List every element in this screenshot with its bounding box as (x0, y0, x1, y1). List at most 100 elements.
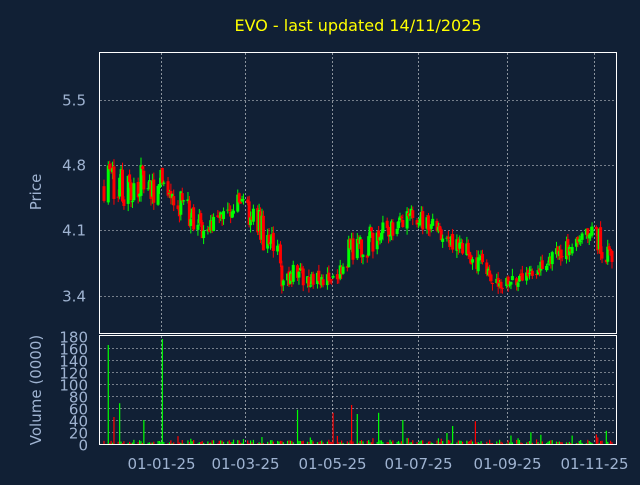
candle-body (426, 215, 430, 230)
volume-bar (430, 442, 432, 444)
volume-bar (558, 441, 560, 444)
volume-bar (469, 441, 471, 444)
volume-bar (528, 441, 531, 444)
candle-body (180, 193, 184, 201)
volume-bar (409, 442, 411, 444)
volume-bar (517, 438, 519, 444)
volume-bar (201, 441, 203, 444)
volume-bar (331, 442, 333, 444)
candle-body (508, 284, 512, 286)
volume-bar (460, 440, 462, 444)
date-tick-label: 01-03-25 (211, 455, 279, 473)
candle-body (429, 224, 433, 229)
volume-bar (476, 442, 478, 444)
volume-bar (588, 441, 590, 444)
volume-bar (131, 442, 134, 444)
candle-body (550, 252, 554, 265)
volume-bar (292, 442, 294, 444)
candle-body (128, 174, 132, 183)
volume-bar (497, 442, 499, 444)
candle-body (237, 193, 241, 203)
volume-bar (271, 440, 273, 444)
volume-bar (496, 441, 498, 444)
candle-body (162, 182, 166, 184)
candle-body (421, 211, 425, 230)
volume-bar (168, 442, 171, 444)
volume-bar (420, 440, 422, 444)
candle-body (496, 277, 500, 287)
volume-bar (289, 440, 292, 444)
candle-body (546, 263, 550, 265)
volume-bar (571, 435, 573, 444)
volume-bar (350, 405, 353, 444)
volume-bar (103, 440, 105, 444)
candle-body (116, 196, 120, 198)
candle-body (361, 254, 365, 258)
candle-body (371, 232, 375, 252)
candle-body (388, 234, 392, 237)
volume-bar (322, 442, 324, 444)
volume-bar (210, 442, 212, 444)
volume-bar (141, 442, 144, 444)
volume-bar (607, 441, 609, 444)
volume-bar (113, 417, 115, 444)
candle-body (331, 276, 335, 278)
candle-body (368, 226, 372, 238)
volume-bar (311, 439, 313, 444)
volume-tick-label: 20 (69, 425, 88, 443)
volume-bar (427, 441, 430, 444)
candle-body (594, 226, 598, 230)
volume-bar (231, 442, 233, 444)
volume-bar (578, 440, 580, 444)
candle-body (556, 246, 560, 255)
candle-body (415, 220, 419, 225)
volume-bar (380, 440, 383, 444)
volume-bar (318, 442, 320, 444)
candle-body (428, 227, 432, 231)
volume-bar (181, 440, 183, 444)
candle-body (139, 165, 143, 196)
volume-bar (545, 443, 548, 444)
candle-body (587, 234, 591, 239)
volume-bar (299, 441, 301, 444)
candle-body (397, 221, 401, 229)
candle-body (600, 252, 604, 259)
volume-bar (197, 443, 199, 444)
volume-bar (432, 443, 434, 444)
candle-body (189, 219, 193, 226)
volume-bar (417, 442, 420, 444)
candle-body (431, 218, 435, 226)
candle-body (510, 276, 514, 281)
candle-body (535, 274, 539, 276)
candle-body (152, 179, 156, 203)
candle-body (129, 182, 133, 201)
volume-bar (321, 440, 323, 444)
volume-bar (531, 442, 533, 444)
candle-body (249, 217, 253, 226)
candle-body (330, 279, 334, 281)
volume-bar (150, 442, 152, 444)
candle-body (187, 200, 191, 226)
candle-body (509, 281, 513, 285)
candle-body (341, 266, 345, 274)
volume-bar (133, 439, 135, 444)
volume-tick-label: 160 (59, 341, 88, 359)
volume-bar (188, 442, 190, 444)
volume-bar (511, 442, 513, 444)
volume-bar (547, 441, 549, 444)
candle-body (518, 275, 522, 282)
candle-body (490, 283, 494, 285)
volume-bar (158, 441, 161, 444)
volume-bar (269, 440, 272, 444)
candle-body (300, 267, 304, 269)
candle-body (381, 222, 385, 234)
volume-bar (481, 443, 484, 444)
date-tick-label: 01-11-25 (560, 455, 628, 473)
volume-bar (278, 441, 280, 444)
volume-bar (560, 442, 562, 444)
candle-body (451, 233, 455, 250)
volume-bar (551, 440, 553, 444)
candle-body (199, 213, 203, 224)
candle-body (485, 262, 489, 275)
price-candles (102, 157, 614, 294)
